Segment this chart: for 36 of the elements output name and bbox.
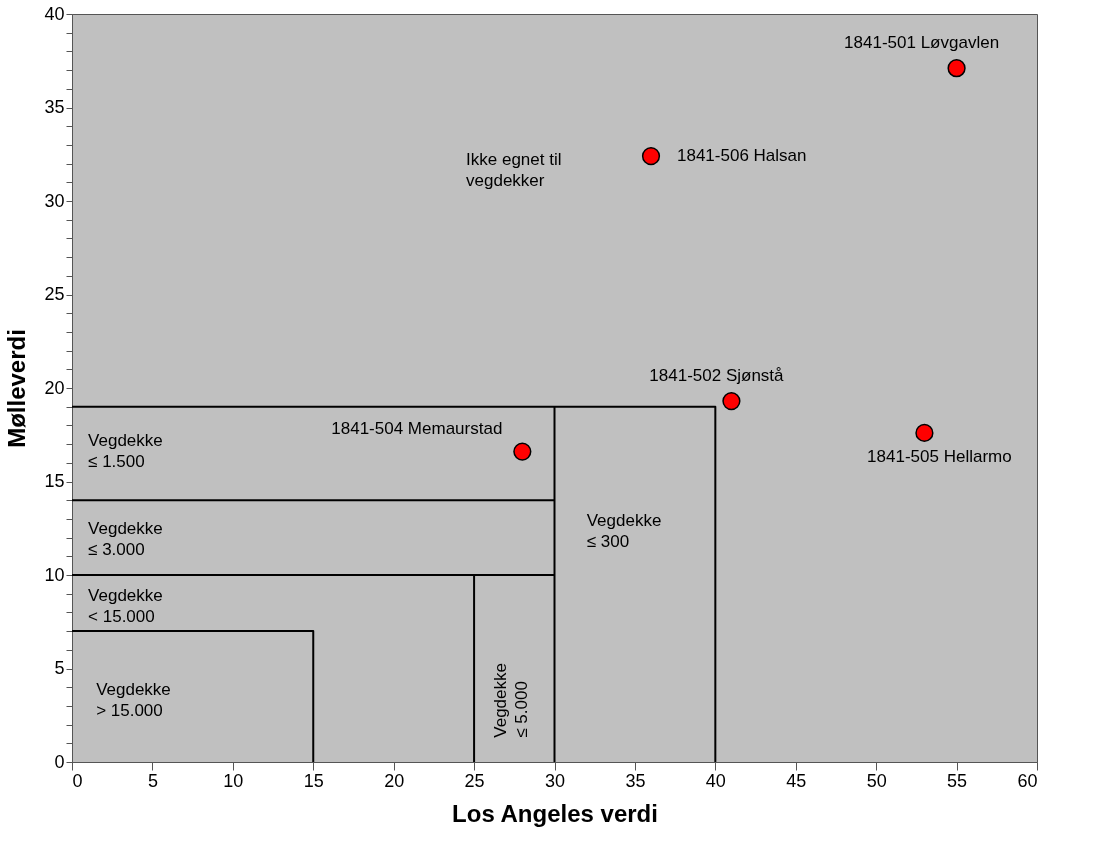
y-tick-label: 25 [44, 284, 65, 304]
x-axis-title: Los Angeles verdi [452, 799, 658, 827]
x-tick-label: 50 [866, 770, 887, 791]
x-tick-label: 45 [786, 770, 807, 791]
y-tick-label: 5 [54, 658, 65, 678]
annotation: 1841-506 Halsan [677, 146, 807, 166]
annotation: 1841-502 Sjønstå [649, 366, 785, 386]
x-tick-label: 20 [384, 770, 405, 791]
x-tick-label: 0 [72, 770, 83, 791]
annotation: Vegdekke > 15.000 [96, 679, 171, 720]
y-tick-label: 30 [44, 190, 65, 211]
x-tick-label: 30 [544, 770, 566, 791]
y-tick-label: 40 [44, 3, 65, 24]
annotation: Vegdekke ≤ 5.000 [491, 663, 532, 738]
annotation: 1841-504 Memaurstad [331, 418, 503, 438]
x-tick-label: 15 [303, 770, 324, 791]
x-tick-label: 35 [625, 770, 646, 791]
y-tick-label: 10 [44, 564, 65, 585]
x-tick-label: 60 [1017, 770, 1038, 791]
x-tick-label: 25 [464, 770, 485, 791]
x-tick-label: 55 [947, 770, 968, 791]
x-tick-label: 40 [705, 770, 726, 791]
y-tick-label: 0 [54, 751, 65, 772]
x-tick-label: 10 [223, 770, 244, 791]
annotation: Vegdekke ≤ 3.000 [88, 518, 163, 559]
y-tick-label: 15 [44, 471, 65, 491]
annotation: 1841-501 Løvgavlen [844, 33, 1000, 53]
y-tick-label: 20 [44, 377, 65, 398]
y-axis-title: Mølleverdi [3, 329, 31, 448]
annotation: Ikke egnet til vegdekker [466, 150, 562, 191]
annotation: Vegdekke ≤ 1.500 [88, 430, 163, 471]
x-tick-label: 5 [147, 770, 158, 791]
annotation: Vegdekke ≤ 300 [586, 511, 662, 552]
annotation: 1841-505 Hellarmo [867, 446, 1012, 466]
annotation: Vegdekke < 15.000 [88, 586, 163, 627]
y-tick-label: 35 [44, 97, 65, 117]
